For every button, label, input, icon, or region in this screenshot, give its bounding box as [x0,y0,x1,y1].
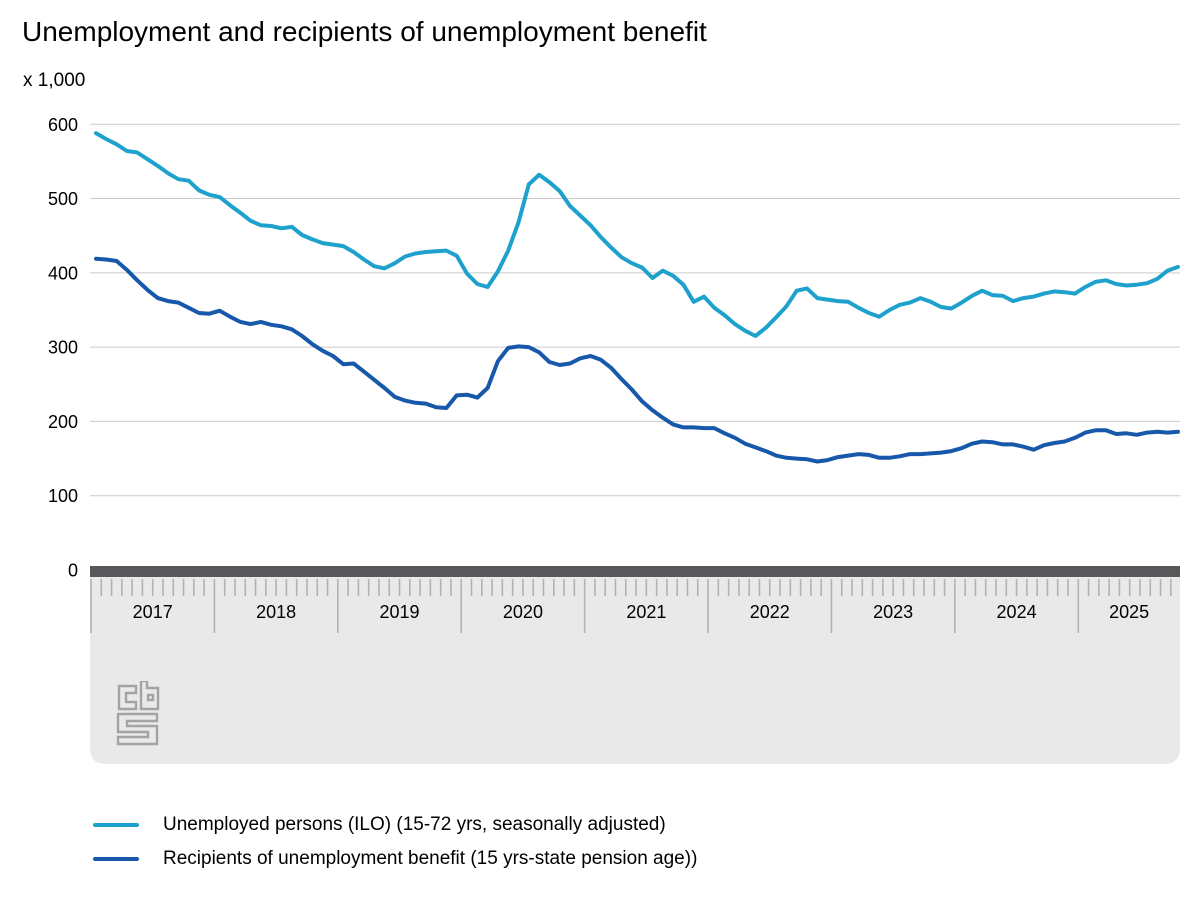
y-tick-label-400: 400 [48,263,78,283]
y-tick-label-100: 100 [48,486,78,506]
series-line-unemployed [94,131,1180,338]
chart-title: Unemployment and recipients of unemploym… [22,16,707,47]
unit-label: x 1,000 [23,70,86,91]
year-label-2023: 2023 [873,602,913,622]
x-axis-band [90,577,1180,764]
y-tick-label-500: 500 [48,189,78,209]
year-label-2020: 2020 [503,602,543,622]
year-label-2019: 2019 [380,602,420,622]
legend-item-unemployed: Unemployed persons (ILO) (15-72 yrs, sea… [93,808,697,842]
cbs-logo-s [116,712,159,746]
year-label-2018: 2018 [256,602,296,622]
line-chart: 0 100 200 300 400 500 600 2017 2018 2019 2020 2021 2… [48,115,1180,764]
legend: Unemployed persons (ILO) (15-72 yrs, sea… [93,808,697,876]
cbs-logo-b [139,681,160,711]
legend-label-benefit-recipients: Recipients of unemployment benefit (15 y… [163,848,698,869]
y-tick-label-0: 0 [68,561,78,581]
cbs-logo-c [117,684,138,711]
legend-item-benefit-recipients: Recipients of unemployment benefit (15 y… [93,842,697,876]
legend-label-unemployed: Unemployed persons (ILO) (15-72 yrs, sea… [163,814,666,835]
year-label-2024: 2024 [997,602,1037,622]
y-tick-label-600: 600 [48,115,78,135]
series-line-benefit-recipients [94,256,1180,464]
year-label-2022: 2022 [750,602,790,622]
year-label-2025: 2025 [1109,602,1149,622]
year-label-2021: 2021 [626,602,666,622]
legend-line-unemployed-swatch [93,823,139,827]
x-axis-bar [90,566,1180,577]
year-label-2017: 2017 [133,602,173,622]
legend-line-benefit-recipients-swatch [93,857,139,861]
y-tick-label-200: 200 [48,412,78,432]
y-tick-label-300: 300 [48,338,78,358]
cbs-logo-b-dot [146,693,155,702]
cbs-logo [116,681,160,746]
